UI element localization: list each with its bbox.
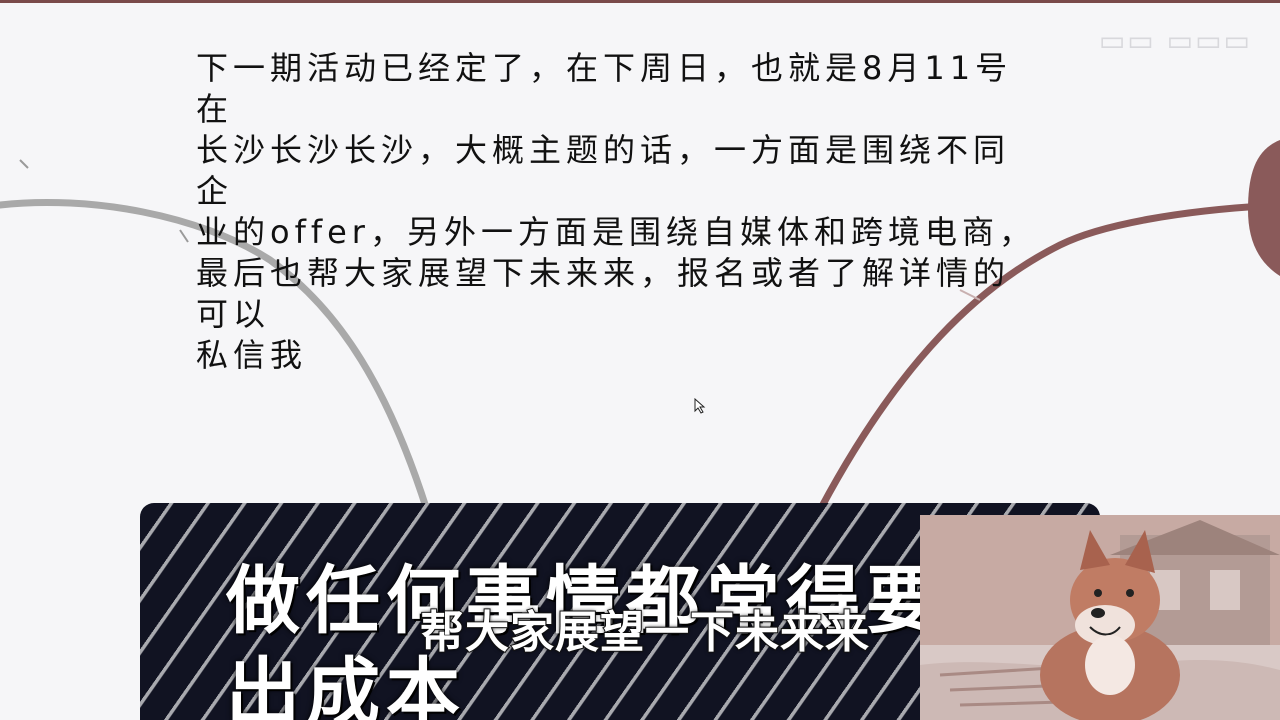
webcam-overlay: [920, 515, 1280, 720]
title-card-text: 做任何事情都常得要 出成本: [226, 558, 946, 720]
video-subtitle: 帮大家展望一下未来来: [419, 606, 870, 659]
node-red-right: [1248, 140, 1280, 276]
watermark-logo: ▭▭ ▭▭▭: [1098, 24, 1252, 57]
branch-red-right: [816, 201, 1280, 514]
branch-gray-left: [0, 198, 434, 524]
shiba-inu-dog-image: [920, 515, 1280, 720]
top-border: [0, 0, 1280, 3]
mouse-pointer-icon: [694, 398, 706, 414]
note-text: 下一期活动已经定了，在下周日，也就是8月11号在 长沙长沙长沙，大概主题的话，一…: [196, 49, 1036, 374]
